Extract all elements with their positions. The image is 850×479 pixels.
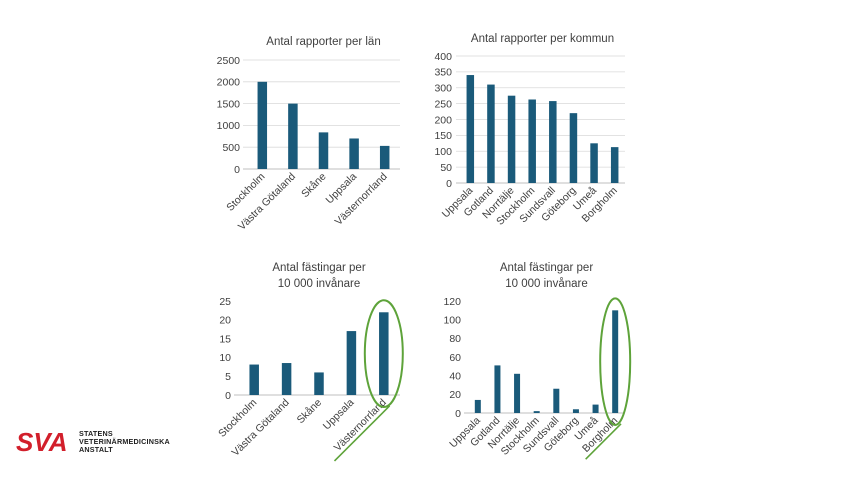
c2-bar-umeå (590, 143, 598, 183)
c2-ytick-label: 50 (440, 162, 452, 174)
c4-bar-umeå (592, 404, 599, 413)
c3-ytick-label: 0 (225, 390, 231, 402)
c4-highlight-ellipse (599, 297, 632, 426)
c1-bar-skåne (318, 132, 329, 169)
c2-bar-norrtälje (507, 95, 516, 183)
sva-logo-mark-icon: SVA (16, 427, 68, 455)
c3-title-line-2: 10 000 invånare (278, 278, 360, 290)
logo-line-3: ANSTALT (79, 444, 113, 454)
c4-bar-göteborg (572, 409, 579, 413)
c1-ytick-label: 1000 (217, 120, 241, 132)
c1-ytick-label: 2500 (217, 55, 241, 67)
logo-text: STATENS VETERINÄRMEDICINSKA ANSTALT (79, 430, 170, 453)
c2-ytick-label: 350 (434, 67, 452, 79)
c4-ytick-label: 60 (449, 352, 461, 364)
c4-title-line-2: 10 000 invånare (505, 278, 587, 290)
c1-bar-västra-götaland (288, 103, 298, 169)
c3-category-label: Västra Götaland (230, 397, 292, 459)
c2-ytick-label: 400 (434, 51, 452, 63)
c3-bar-stockholm (249, 364, 259, 395)
c3-bar-skåne (314, 372, 324, 395)
c2-bar-uppsala (466, 75, 475, 183)
logo-line-2: VETERINÄRMEDICINSKA (79, 436, 170, 446)
c3-bar-västernorrland (379, 312, 389, 395)
c3-highlight-ellipse (363, 299, 404, 409)
c2-bar-borgholm (610, 147, 619, 183)
c1-title: Antal rapporter per län (266, 36, 380, 48)
c3-ytick-label: 5 (225, 371, 231, 383)
c3-ytick-label: 25 (219, 296, 231, 308)
c2-bar-gotland (487, 84, 495, 183)
c3-bar-västra-götaland (281, 363, 292, 395)
c1-bar-västernorrland (379, 145, 390, 169)
c1-ytick-label: 500 (222, 142, 240, 154)
c2-title: Antal rapporter per kommun (471, 33, 614, 45)
logo-mark-text: SVA (16, 427, 68, 455)
c4-bar-stockholm (533, 411, 540, 413)
c1-ytick-label: 1500 (217, 98, 241, 110)
c4-bar-sundsvall (553, 388, 560, 413)
c3-category-label: Skåne (295, 397, 325, 427)
c4-ytick-label: 40 (449, 370, 461, 382)
c4-highlight-underline (585, 423, 622, 460)
c1-category-label: Västra Götaland (236, 171, 298, 233)
c2-ytick-label: 200 (434, 114, 452, 126)
c3-ytick-label: 10 (219, 352, 231, 364)
c3-bar-uppsala (346, 331, 357, 395)
c4-title-line-1: Antal fästingar per (500, 262, 594, 274)
c1-ytick-label: 0 (234, 164, 240, 176)
c1-bar-stockholm (257, 81, 268, 169)
c4-ytick-label: 120 (443, 296, 461, 308)
c4-ytick-label: 0 (455, 408, 461, 420)
c4-bar-gotland (494, 365, 501, 413)
c3-highlight-underline (333, 405, 391, 462)
c4-bar-norrtälje (514, 373, 521, 413)
c2-ytick-label: 0 (446, 178, 452, 190)
c1-bar-uppsala (349, 138, 359, 169)
logo-line-1: STATENS (79, 429, 113, 438)
c2-ytick-label: 100 (434, 146, 452, 158)
c4-ytick-label: 100 (443, 314, 461, 326)
c4-ytick-label: 80 (449, 333, 461, 345)
c4-bar-uppsala (474, 399, 481, 413)
c3-ytick-label: 20 (219, 315, 231, 327)
sva-logo: SVA STATENS VETERINÄRMEDICINSKA ANSTALT (16, 427, 186, 457)
c4-ytick-label: 20 (449, 389, 461, 401)
c3-ytick-label: 15 (219, 333, 231, 345)
c2-ytick-label: 250 (434, 98, 452, 110)
c1-ytick-label: 2000 (217, 77, 241, 89)
c4-bar-borgholm (612, 310, 619, 413)
c2-ytick-label: 150 (434, 130, 452, 142)
c2-bar-göteborg (569, 113, 578, 183)
c2-bar-sundsvall (549, 101, 557, 183)
c2-bar-stockholm (528, 99, 536, 183)
c2-ytick-label: 300 (434, 83, 452, 95)
c3-title-line-1: Antal fästingar per (272, 262, 366, 274)
